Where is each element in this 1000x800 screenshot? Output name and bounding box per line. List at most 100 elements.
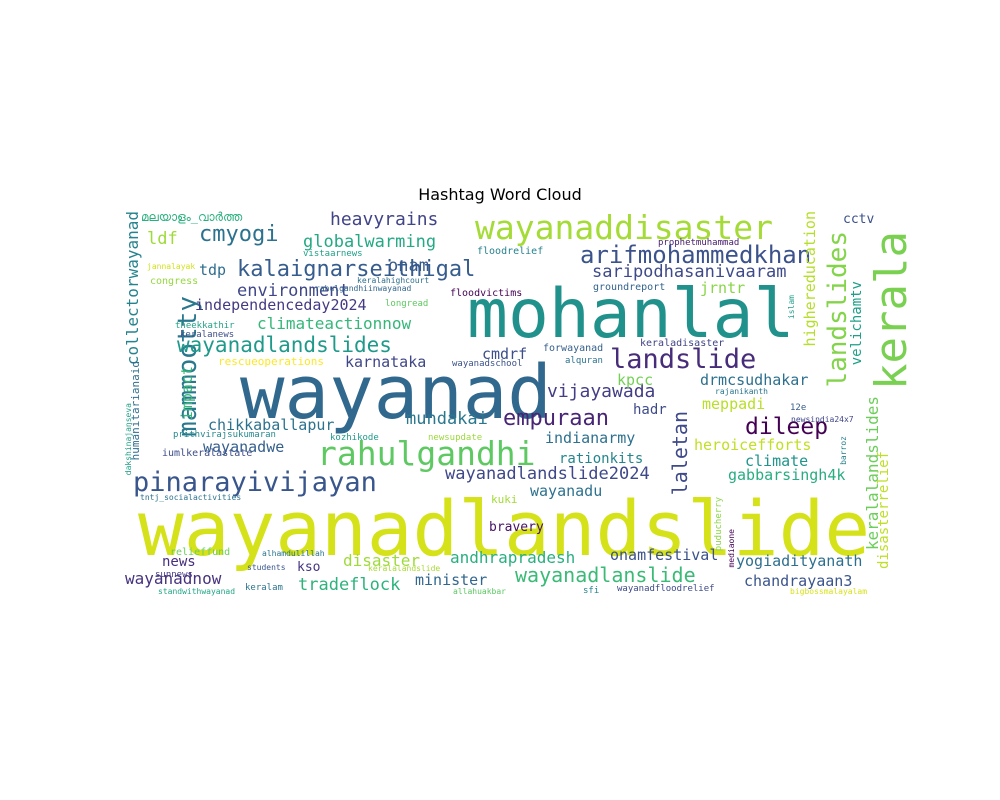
word: sfi xyxy=(583,586,600,596)
word: andhrapradesh xyxy=(450,548,576,567)
word: wayanadwe xyxy=(203,438,285,456)
word: tdp xyxy=(199,261,227,279)
word: jannalayak xyxy=(147,262,196,271)
word: onamfestival xyxy=(610,546,719,564)
word: standwithwayanad xyxy=(158,587,236,596)
word: velichamtv xyxy=(849,281,865,366)
word: pinarayivijayan xyxy=(133,467,377,498)
word: impact xyxy=(178,366,196,421)
word: saripodhasanivaaram xyxy=(592,262,787,282)
word: relieffund xyxy=(170,547,231,558)
word: gabbarsingh4k xyxy=(728,466,846,484)
word: keralam xyxy=(245,583,283,593)
word: puducherry xyxy=(714,497,724,552)
word: floodvictims xyxy=(450,288,523,299)
word: alquran xyxy=(565,356,603,366)
word: iumlkeralastate xyxy=(162,448,253,459)
word: forwayanad xyxy=(543,343,604,354)
word: wayanaddisaster xyxy=(475,208,774,247)
word: dakshinajanseva xyxy=(124,403,133,476)
word: rajanikanth xyxy=(715,387,768,396)
word: keraladisaster xyxy=(640,338,725,349)
word: highereducation xyxy=(801,211,819,347)
word: tntj_socialactivities xyxy=(140,493,242,502)
word: keralanews xyxy=(180,330,235,340)
word: kozhikode xyxy=(330,433,379,443)
word: congress xyxy=(150,276,199,287)
word: drmcsudhakar xyxy=(700,371,809,389)
word: disaster xyxy=(343,551,421,570)
word: climateactionnow xyxy=(257,314,412,333)
word: collectorwayanad xyxy=(123,211,142,366)
word: sunnews xyxy=(155,570,193,580)
word: floodrelief xyxy=(477,246,544,257)
word: heroicefforts xyxy=(694,436,812,454)
word: landslides xyxy=(823,231,853,388)
word: minister xyxy=(415,571,488,589)
word: keralalandslide xyxy=(368,564,441,573)
word: tradeflock xyxy=(298,575,401,595)
word: theekkathir xyxy=(175,321,235,331)
word: kerala xyxy=(866,231,917,390)
word: wayanadlandslides xyxy=(177,333,392,357)
word: kalaignarseithigal xyxy=(237,257,476,282)
word: jrntr xyxy=(700,279,746,297)
word: longread xyxy=(385,299,429,309)
word: rationkits xyxy=(559,451,644,467)
word: wayanadfloodrelief xyxy=(617,584,715,594)
word: chandrayaan3 xyxy=(744,572,853,590)
word: cmyogi xyxy=(199,222,279,247)
word: landslide xyxy=(610,344,757,375)
word: indianarmy xyxy=(545,429,636,447)
word: prophetmuhammad xyxy=(658,238,740,248)
word: vijayawada xyxy=(547,381,656,402)
word: kso xyxy=(297,560,321,575)
word: chikkaballapur xyxy=(208,416,335,434)
word: vistaarnews xyxy=(303,249,363,259)
word: yogiadityanath xyxy=(736,552,863,570)
word: environment xyxy=(237,281,350,301)
word: globalwarming xyxy=(303,232,437,252)
word: rahulgandhi xyxy=(317,434,536,473)
word: arifmohammedkhan xyxy=(580,241,812,269)
word: heavyrains xyxy=(330,209,439,230)
word: students xyxy=(247,563,286,572)
word: മലയാളം_വാർത്ത xyxy=(141,210,243,224)
word: bravery xyxy=(489,520,544,535)
word: rescueoperations xyxy=(218,355,324,368)
word: newsindia24x7 xyxy=(791,415,854,424)
word: cmdrf xyxy=(482,345,528,363)
word: wayanadlandslide2024 xyxy=(445,464,650,484)
word: bigbossmalayalam xyxy=(790,587,868,596)
word: mediaone xyxy=(727,529,736,568)
word: keralahighcourt xyxy=(357,276,430,285)
word: mohanlal xyxy=(467,275,795,354)
word: rahulgandhiinwayanad xyxy=(315,284,412,293)
word: disasterrelief xyxy=(876,451,892,570)
word: newsupdate xyxy=(428,433,483,443)
word: kpcc xyxy=(617,371,654,389)
word: wayanad xyxy=(240,350,552,436)
word-cloud: wayanadlandslide wayanad mohanlal kerala way… xyxy=(123,208,917,600)
word: wayanadnow xyxy=(125,569,222,588)
word: wayanadschool xyxy=(452,359,523,369)
word: meppadi xyxy=(702,395,766,413)
word: islam xyxy=(787,295,796,320)
chart-title: Hashtag Word Cloud xyxy=(418,185,582,204)
word: barroz xyxy=(839,436,848,465)
word: kuki xyxy=(491,493,518,506)
word: mundakai xyxy=(406,409,488,429)
word: dileep xyxy=(745,414,829,440)
word: onam xyxy=(388,256,429,276)
word: empuraan xyxy=(503,406,609,431)
word: news xyxy=(162,554,196,570)
word: karnataka xyxy=(345,353,427,371)
word: alhamdulillah xyxy=(262,549,325,558)
word: wayanadu xyxy=(530,482,603,500)
word: allahuakbar xyxy=(453,587,506,596)
word: climate xyxy=(745,452,809,470)
word: 12e xyxy=(790,403,807,413)
word: cctv xyxy=(843,212,875,227)
word: laletan xyxy=(668,411,692,496)
word: independenceday2024 xyxy=(195,296,367,314)
